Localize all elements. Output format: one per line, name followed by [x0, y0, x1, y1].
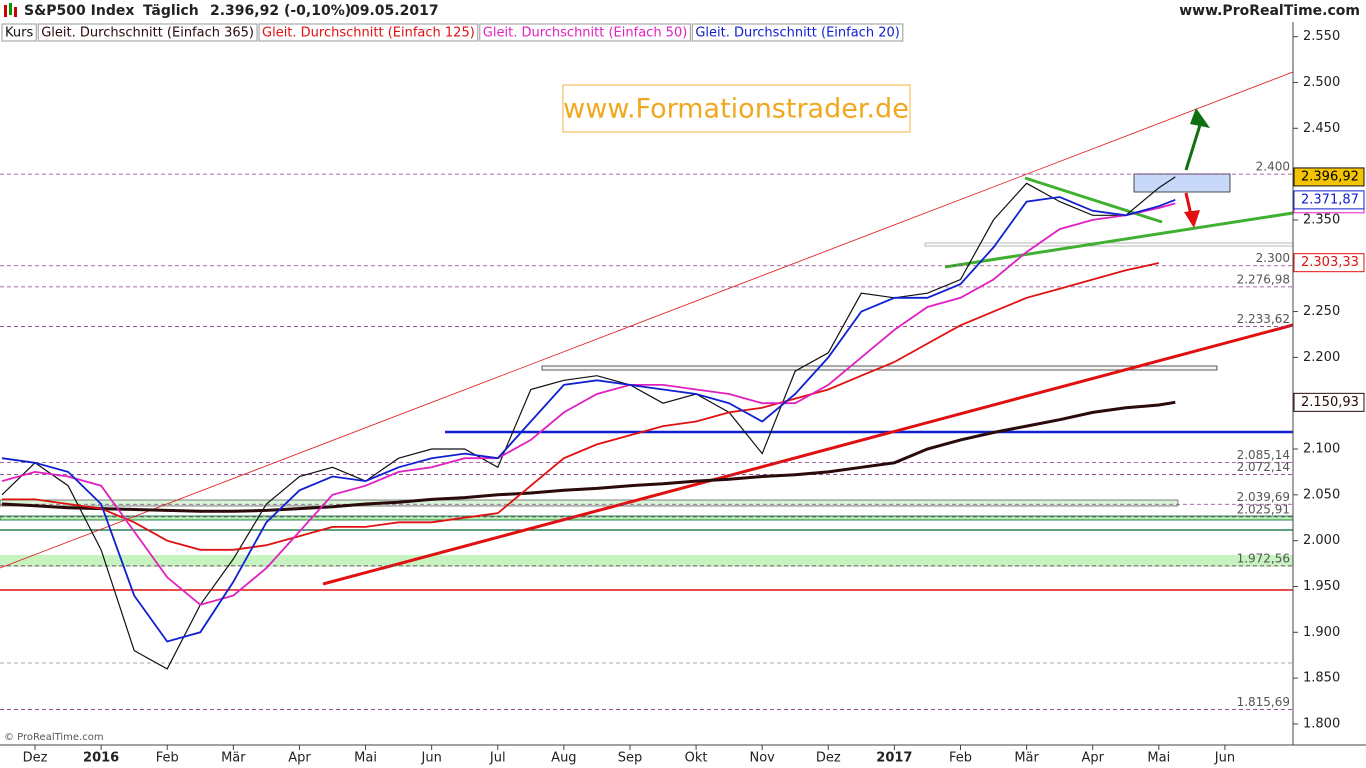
x-tick-label: Apr — [1081, 751, 1104, 766]
trend-line — [322, 323, 1294, 586]
x-tick-label: Mär — [1014, 751, 1039, 766]
x-tick-label: Jul — [489, 751, 506, 766]
legend-box — [691, 23, 904, 42]
legend-entry: Gleit. Durchschnitt (Einfach 365) — [41, 26, 254, 41]
arrow-up — [1184, 124, 1202, 171]
x-tick-label: Mai — [1147, 751, 1170, 766]
watermark: www.Formationstrader.de — [563, 94, 909, 125]
level-label: 2.072,14 — [1237, 460, 1290, 474]
y-tick-label: 1.900 — [1303, 625, 1340, 640]
copyright: © ProRealTime.com — [4, 732, 104, 743]
legend-entry: Gleit. Durchschnitt (Einfach 50) — [483, 26, 688, 41]
level-label: 2.085,14 — [1237, 448, 1290, 462]
last-value-label: 2.303,33 — [1301, 255, 1359, 270]
x-tick-label: Dez — [23, 751, 48, 766]
x-tick-label: Apr — [288, 751, 311, 766]
x-tick-label: Mai — [354, 751, 377, 766]
level-label: 2.039,69 — [1237, 490, 1290, 504]
x-tick-label: 2017 — [876, 751, 912, 766]
x-tick-label: Feb — [156, 751, 179, 766]
y-tick-label: 1.850 — [1303, 671, 1340, 686]
x-tick-label: Dez — [816, 751, 841, 766]
moving-average — [1, 196, 1176, 643]
y-tick-label: 2.200 — [1303, 350, 1340, 365]
level-label: 2.233,62 — [1237, 312, 1290, 326]
last-value-box — [1293, 167, 1365, 187]
header-bar — [0, 0, 1366, 22]
legend-entry: Gleit. Durchschnitt (Einfach 125) — [262, 26, 475, 41]
trend-line — [944, 211, 1294, 269]
y-tick-label: 2.250 — [1303, 304, 1340, 319]
y-tick-label: 1.950 — [1303, 579, 1340, 594]
legend-box — [1, 23, 37, 42]
support-zone — [0, 555, 1293, 567]
x-tick-label: Feb — [949, 751, 972, 766]
last-value-label: 2.371,87 — [1301, 192, 1359, 207]
x-tick-label: 2016 — [83, 751, 119, 766]
last-value-label: 2.150,93 — [1301, 395, 1359, 410]
legend: Kurs Gleit. Durchschnitt (Einfach 365) Gle… — [1, 23, 904, 42]
period: Täglich — [143, 3, 199, 19]
y-tick-label: 2.050 — [1303, 487, 1340, 502]
icon — [14, 7, 17, 17]
level-label: 2.300 — [1256, 251, 1290, 265]
last-value-box — [1293, 190, 1365, 210]
title: S&P500 Index — [24, 3, 134, 19]
trend-line — [1024, 176, 1163, 224]
x-tick-label: Sep — [618, 751, 643, 766]
x-tick-label: Okt — [685, 751, 708, 766]
y-tick-label: 2.000 — [1303, 533, 1340, 548]
legend-entry: Kurs — [5, 26, 33, 41]
watermark-box — [562, 84, 911, 133]
legend-box — [479, 23, 691, 42]
icon — [4, 5, 7, 17]
highlight-box — [1133, 173, 1231, 193]
y-tick-label: 2.500 — [1303, 75, 1340, 90]
moving-average — [2, 262, 1159, 551]
icon — [9, 3, 12, 15]
date: 09.05.2017 — [350, 3, 439, 19]
moving-average — [1, 202, 1176, 606]
x-tick-label: Mär — [221, 751, 246, 766]
level-label: 2.276,98 — [1237, 272, 1290, 286]
y-tick-label: 2.350 — [1303, 212, 1340, 227]
y-tick-label: 1.800 — [1303, 716, 1340, 731]
price-line — [1, 176, 1176, 670]
x-tick-label: Jun — [1214, 751, 1235, 766]
legend-entry: Gleit. Durchschnitt (Einfach 20) — [695, 26, 900, 41]
quote: 2.396,92 (-0,10%) — [210, 3, 351, 19]
plot-area — [0, 71, 1294, 710]
arrow-down-head — [1184, 210, 1200, 228]
legend-box — [37, 23, 258, 42]
last-value-label: 2.396,92 — [1301, 169, 1359, 184]
channel-line — [0, 71, 1294, 569]
y-tick-label: 2.100 — [1303, 442, 1340, 457]
y-tick-label: 2.550 — [1303, 29, 1340, 44]
last-value-box — [1293, 392, 1365, 412]
moving-average — [1, 400, 1176, 513]
level-label: 1.815,69 — [1237, 695, 1290, 709]
legend-box — [258, 23, 479, 42]
x-tick-label: Jun — [421, 751, 442, 766]
y-tick-label: 2.450 — [1303, 121, 1340, 136]
level-label: 1.972,56 — [1237, 551, 1290, 565]
last-value-box — [1293, 253, 1365, 273]
level-label: 2.025,91 — [1237, 502, 1290, 516]
support-zone — [0, 499, 1179, 507]
arrow-up-head — [1190, 108, 1210, 128]
x-tick-label: Nov — [749, 751, 775, 766]
x-tick-label: Aug — [551, 751, 576, 766]
source: www.ProRealTime.com — [1179, 3, 1360, 19]
level-label: 2.400 — [1256, 160, 1290, 174]
